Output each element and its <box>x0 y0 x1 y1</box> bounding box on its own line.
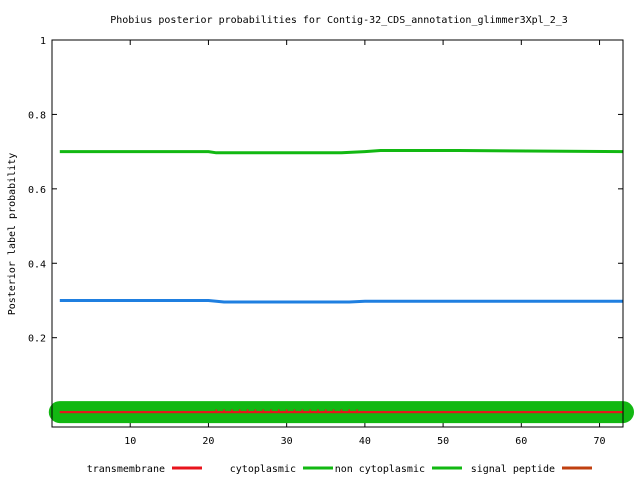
series-dot <box>301 409 304 412</box>
x-tick-label: 50 <box>437 436 449 447</box>
series-dot <box>332 409 335 412</box>
x-tick-label: 70 <box>594 436 606 447</box>
series-dot <box>270 409 272 412</box>
y-tick-label: 0.2 <box>28 334 46 345</box>
y-tick-label: 0.8 <box>28 110 46 121</box>
series-dot <box>254 409 257 412</box>
legend-label: cytoplasmic <box>230 464 296 475</box>
x-tick-label: 60 <box>515 436 527 447</box>
series-dot <box>340 409 343 412</box>
legend-label: non cytoplasmic <box>335 464 425 475</box>
x-tick-label: 40 <box>359 436 371 447</box>
legend-label: transmembrane <box>87 464 165 475</box>
y-tick-label: 1 <box>40 36 46 47</box>
series-dot <box>262 409 265 412</box>
x-tick-label: 20 <box>202 436 214 447</box>
series-dot <box>356 409 358 412</box>
series-line-3 <box>59 299 623 304</box>
plot-frame <box>51 39 624 428</box>
series-dot <box>238 409 241 412</box>
series-dot <box>215 409 218 412</box>
series-dot <box>223 409 225 412</box>
series-dot <box>317 409 319 412</box>
series-dot <box>246 409 249 412</box>
y-tick-label: 0.4 <box>28 259 46 270</box>
y-tick-label: 0.6 <box>28 185 46 196</box>
series-dot <box>277 409 280 412</box>
series-dot <box>231 409 233 412</box>
series-dot <box>348 409 351 412</box>
x-tick-label: 30 <box>281 436 293 447</box>
series-dot <box>324 409 327 412</box>
series-dot <box>293 409 296 412</box>
series-dot <box>309 409 312 412</box>
y-axis-label: Posterior label probability <box>7 153 18 316</box>
legend: transmembrane cytoplasmic non cytoplasmic s… <box>87 464 592 475</box>
chart-title: Phobius posterior probabilities for Cont… <box>110 15 568 26</box>
series-line-2 <box>59 149 624 155</box>
series-dot <box>285 409 288 412</box>
series-lines <box>48 149 634 424</box>
x-tick-label: 10 <box>124 436 136 447</box>
legend-label: signal peptide <box>471 464 555 475</box>
axis-ticks: 0.2 0.4 0.6 0.8 1 10 20 30 40 50 60 70 <box>28 36 623 447</box>
